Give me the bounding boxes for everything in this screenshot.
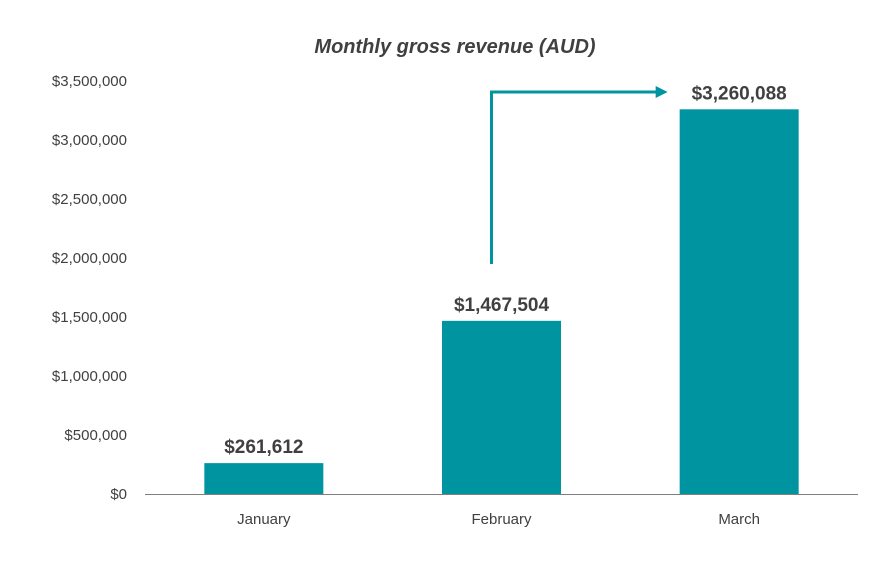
- x-tick-label-march: March: [718, 511, 760, 528]
- data-label-january: $261,612: [224, 437, 303, 458]
- x-axis-tick-labels: January February March: [237, 511, 760, 528]
- bars: [204, 109, 799, 494]
- y-tick-label: $2,500,000: [52, 191, 127, 208]
- bar-january: [204, 463, 324, 494]
- x-tick-label-january: January: [237, 511, 291, 528]
- growth-arrow-annotation: [490, 86, 668, 264]
- y-tick-label: $1,000,000: [52, 368, 127, 385]
- data-label-february: $1,467,504: [454, 295, 550, 316]
- y-tick-label: $1,500,000: [52, 309, 127, 326]
- chart-title: Monthly gross revenue (AUD): [314, 36, 595, 58]
- y-tick-label: $3,000,000: [52, 132, 127, 149]
- data-labels: $261,612 $1,467,504 $3,260,088: [224, 83, 787, 458]
- bar-march: [679, 109, 799, 494]
- y-axis-tick-labels: $0 $500,000 $1,000,000 $1,500,000 $2,000,000…: [52, 73, 127, 503]
- x-tick-label-february: February: [471, 511, 532, 528]
- y-tick-label: $0: [110, 486, 127, 503]
- arrowhead: [655, 86, 668, 98]
- data-label-march: $3,260,088: [692, 83, 787, 104]
- y-tick-label: $3,500,000: [52, 73, 127, 90]
- arrow-line: [490, 90, 658, 264]
- y-tick-label: $500,000: [64, 427, 127, 444]
- y-tick-label: $2,000,000: [52, 250, 127, 267]
- bar-february: [442, 320, 561, 494]
